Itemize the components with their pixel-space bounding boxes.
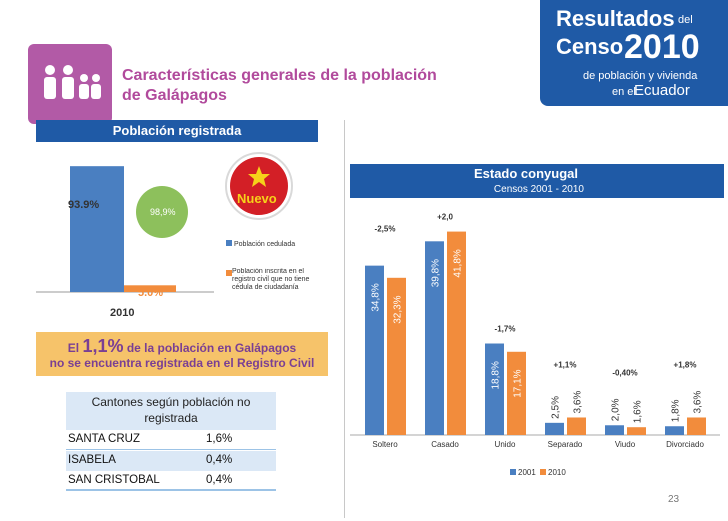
total-bubble [136,186,188,238]
banner-resultados: Resultados [556,6,675,31]
data-label: 2,0% [611,398,622,421]
change-label: +1,1% [554,360,577,369]
bar-2010-unido [507,351,526,435]
note-line1: El 1,1% de la población en Galápagos [36,336,328,357]
bar-2001-unido [485,343,504,435]
census-banner [540,0,728,106]
legend-no-cedula: Población inscrita en el registro civil … [232,268,310,291]
bar-2001-viudo [605,425,624,435]
legend-swatch-no-cedula [226,270,232,276]
data-label: 1,8% [671,399,682,422]
family-icon-box [28,44,112,124]
bar-2001-casado [425,241,444,435]
canton-value: 0,4% [206,454,233,466]
bar-2010-soltero [387,277,406,435]
bar-no-cedula [124,285,176,292]
data-label: 3,6% [693,391,704,414]
data-label: 34,8% [371,283,382,311]
canton-name: SANTA CRUZ [68,433,140,445]
data-label: 1,6% [633,400,644,423]
category-label: Soltero [372,440,398,449]
bar-2010-casado [447,231,466,435]
category-label: Separado [548,440,583,449]
banner-year: 2010 [624,28,700,66]
note-line2: no se encuentra registrada en el Registr… [49,356,315,370]
category-2010: 2010 [110,307,134,319]
banner-del: del [678,14,693,26]
category-label: Divorciado [666,440,704,449]
page-number: 23 [668,494,680,505]
legend-2010: 2010 [548,468,566,477]
data-label: 18,8% [491,361,502,389]
table-title: Cantones según población no registrada [91,395,251,425]
new-badge [230,157,288,215]
legend-2001: 2001 [518,468,536,477]
bar-2001-soltero [365,265,384,435]
canton-name: ISABELA [68,454,116,466]
total-bubble-label: 98,9% [150,207,176,217]
note-box [36,332,328,376]
bar-2010-divorciado [687,417,706,435]
banner-censo: Censo [556,34,624,59]
legend-swatch-2001 [510,469,516,475]
new-badge-text: Nuevo [237,191,277,206]
marital-status-subtitle: Censos 2001 - 2010 [493,184,584,195]
change-label: +1,8% [674,360,697,369]
panel-divider [344,120,345,518]
data-label: 41,8% [453,249,464,277]
bar-2010-viudo [627,427,646,435]
banner-country: Ecuador [634,82,690,99]
category-label: Casado [431,440,459,449]
legend-swatch-2010 [540,469,546,475]
bar-2010-separado [567,417,586,435]
data-label: 39,8% [431,259,442,287]
note-prefix: El [67,341,80,355]
canton-value: 1,6% [206,433,233,445]
data-label: 2,5% [551,396,562,419]
data-label: 17,1% [513,369,524,397]
bar-2001-divorciado [665,426,684,435]
page-title: Características generales de la població… [122,66,542,106]
legend-no-cedula-wrap: Población inscrita en el registro civil … [232,268,310,291]
bar-2001-separado [545,422,564,435]
table-row: SANTA CRUZ 1,6% [66,430,276,450]
category-label: Viudo [615,440,636,449]
note-rest: de la población en Galápagos [126,341,297,355]
table-row: ISABELA 0,4% [66,451,276,471]
canton-name: SAN CRISTOBAL [68,474,160,486]
change-label: -2,5% [375,225,396,234]
marital-status-title: Estado conyugal [473,166,578,181]
label-cedulada: 93.9% [68,199,99,211]
family-icon [44,65,101,99]
page-title-line2: de Galápagos [122,87,227,104]
banner-en-el: en el [612,86,636,98]
bar-cedulada [70,166,124,292]
star-icon [248,166,270,187]
marital-status-header [350,164,724,198]
change-label: -1,7% [495,325,516,334]
note-percentage: 1,1% [82,336,124,356]
category-label: Unido [495,440,516,449]
registered-population-chart: 93.9% 5.0% 2010 98,9% Nuevo Población ce… [36,152,310,319]
label-no-cedula: 5.0% [138,287,163,299]
banner-subtitle: de población y vivienda [583,70,698,82]
marital-status-chart: 34,8% 32,3% Soltero -2,5% 39,8% 41,8% Casado +2… [350,213,720,477]
registered-population-heading: Población registrada [36,120,318,142]
table-row: SAN CRISTOBAL 0,4% [66,471,276,491]
table-header [66,392,276,430]
data-label: 32,3% [393,295,404,323]
change-label: -0,40% [612,368,637,377]
legend-swatch-cedulada [226,240,232,246]
legend-cedulada: Población cedulada [234,241,295,248]
page-title-line1: Características generales de la població… [122,67,437,84]
data-label: 3,6% [573,391,584,414]
change-label: +2,0 [437,213,453,222]
canton-value: 0,4% [206,474,233,486]
